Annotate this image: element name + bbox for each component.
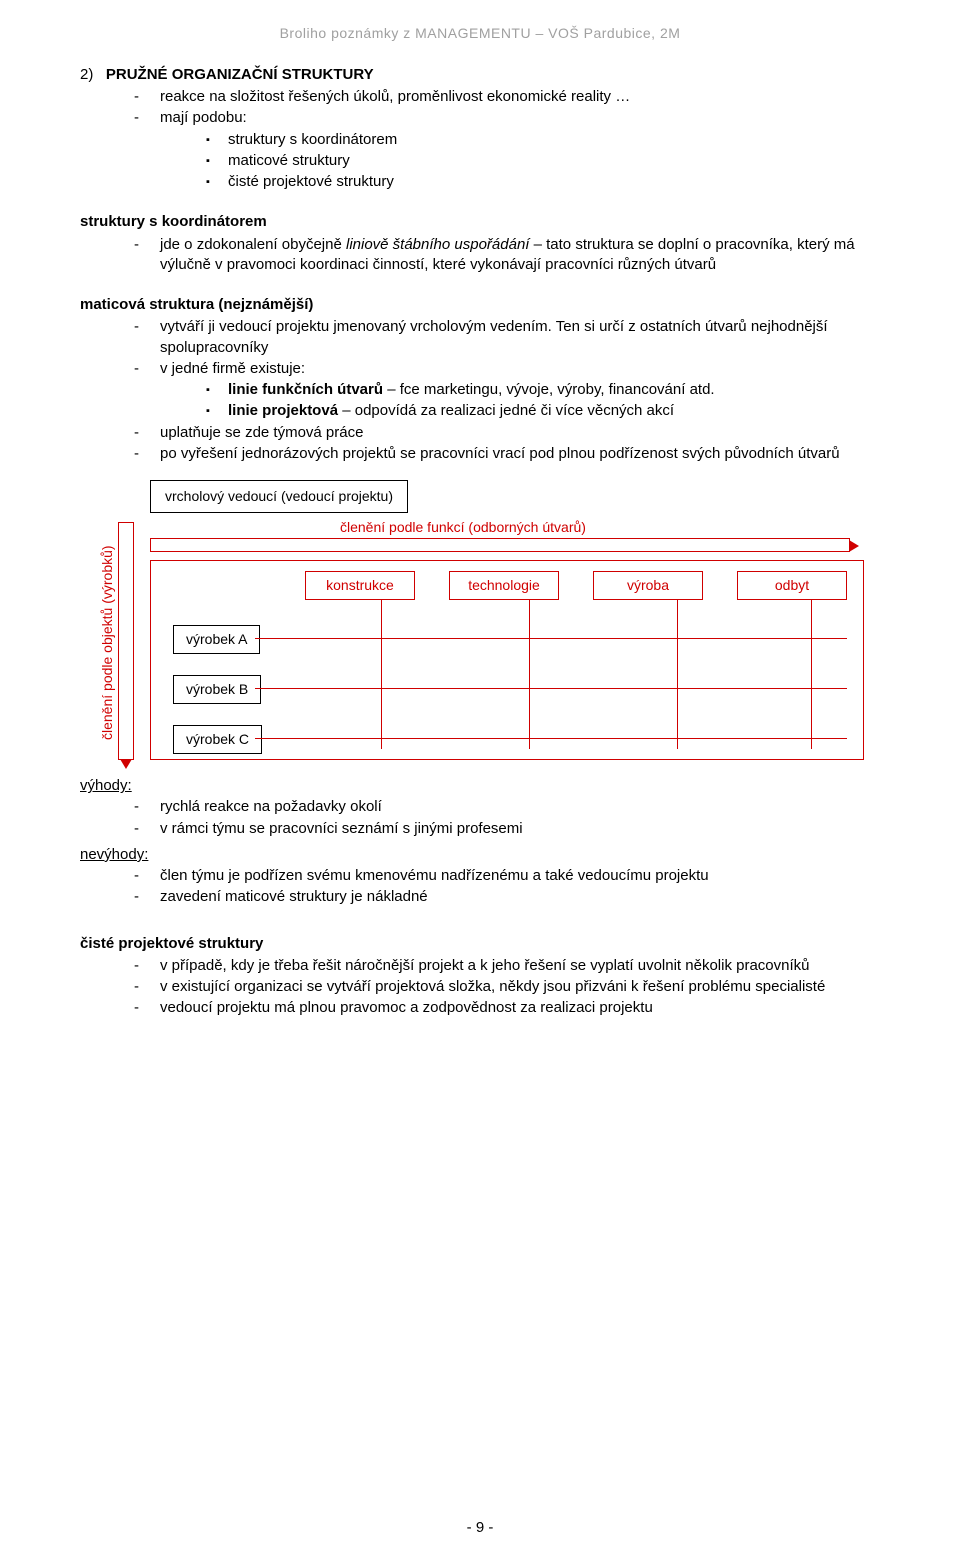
list-text: mají podobu: — [160, 109, 247, 126]
text: – odpovídá za realizaci jedné či více vě… — [338, 402, 674, 419]
col-header: konstrukce — [305, 571, 415, 600]
vyhody-block: výhody: rychlá reakce na požadavky okolí… — [80, 776, 880, 908]
row-header: výrobek C — [173, 725, 262, 754]
bold: linie funkčních útvarů — [228, 381, 383, 398]
row-line — [255, 688, 847, 689]
text-italic: liniově štábního uspořádání — [346, 236, 529, 253]
vertical-axis-label: členění podle objektů (výrobků) — [98, 546, 117, 741]
list-item: rychlá reakce na požadavky okolí — [134, 797, 880, 817]
sublist: struktury s koordinátorem maticové struk… — [160, 130, 880, 193]
page-number: - 9 - — [0, 1518, 960, 1538]
list-item: mají podobu: struktury s koordinátorem m… — [134, 108, 880, 192]
koord-list: jde o zdokonalení obyčejně liniově štábn… — [80, 235, 880, 276]
label-nevyhody: nevýhody: — [80, 845, 880, 865]
col-line — [381, 599, 382, 749]
list-item: linie funkčních útvarů – fce marketingu,… — [206, 380, 880, 400]
list-item: zavedení maticové struktury je nákladné — [134, 887, 880, 907]
list-text: v jedné firmě existuje: — [160, 360, 305, 377]
list-item: jde o zdokonalení obyčejně liniově štábn… — [134, 235, 880, 276]
row-header: výrobek B — [173, 675, 261, 704]
bold: linie projektová — [228, 402, 338, 419]
list-item: struktury s koordinátorem — [206, 130, 880, 150]
list-item: linie projektová – odpovídá za realizaci… — [206, 401, 880, 421]
list-item: v případě, kdy je třeba řešit náročnější… — [134, 956, 880, 976]
list-item: reakce na složitost řešených úkolů, prom… — [134, 87, 880, 107]
top-box: vrcholový vedoucí (vedoucí projektu) — [150, 480, 408, 513]
list-item: v existující organizaci se vytváří proje… — [134, 977, 880, 997]
vertical-arrow — [118, 522, 134, 760]
list-item: člen týmu je podřízen svému kmenovému na… — [134, 866, 880, 886]
list-item: v rámci týmu se pracovníci seznámí s jin… — [134, 819, 880, 839]
list-item: po vyřešení jednorázových projektů se pr… — [134, 444, 880, 464]
subhead-ciste: čisté projektové struktury — [80, 934, 880, 954]
column-headers: konstrukce technologie výroba odbyt — [151, 571, 863, 600]
list-item: uplatňuje se zde týmová práce — [134, 423, 880, 443]
horizontal-arrow — [150, 538, 850, 552]
section-2-list: reakce na složitost řešených úkolů, prom… — [80, 87, 880, 192]
section-name: PRUŽNÉ ORGANIZAČNÍ STRUKTURY — [106, 66, 374, 83]
section-2-title: 2) PRUŽNÉ ORGANIZAČNÍ STRUKTURY — [80, 65, 880, 85]
text: – fce marketingu, vývoje, výroby, financ… — [383, 381, 715, 398]
text: jde o zdokonalení obyčejně — [160, 236, 346, 253]
list-item: vedoucí projektu má plnou pravomoc a zod… — [134, 998, 880, 1018]
matrix-diagram: členění podle objektů (výrobků) vrcholov… — [80, 480, 880, 770]
col-header: výroba — [593, 571, 703, 600]
list-item: čisté projektové struktury — [206, 172, 880, 192]
row-line — [255, 738, 847, 739]
row-header: výrobek A — [173, 625, 260, 654]
vyhody-list: rychlá reakce na požadavky okolí v rámci… — [80, 797, 880, 839]
col-line — [529, 599, 530, 749]
list-item: v jedné firmě existuje: linie funkčních … — [134, 359, 880, 422]
list-item: maticové struktury — [206, 151, 880, 171]
matic-list: vytváří ji vedoucí projektu jmenovaný vr… — [80, 317, 880, 464]
horizontal-axis-label: členění podle funkcí (odborných útvarů) — [340, 518, 586, 537]
subhead-maticova: maticová struktura (nejznámější) — [80, 295, 880, 315]
section-number: 2) — [80, 66, 93, 83]
col-header: odbyt — [737, 571, 847, 600]
page-header: Broliho poznámky z MANAGEMENTU – VOŠ Par… — [80, 24, 880, 43]
matrix-frame: konstrukce technologie výroba odbyt výro… — [150, 560, 864, 760]
sublist: linie funkčních útvarů – fce marketingu,… — [160, 380, 880, 422]
col-line — [811, 599, 812, 749]
page: Broliho poznámky z MANAGEMENTU – VOŠ Par… — [0, 0, 960, 1564]
row-line — [255, 638, 847, 639]
ciste-list: v případě, kdy je třeba řešit náročnější… — [80, 956, 880, 1019]
label-vyhody: výhody: — [80, 776, 880, 796]
subhead-koordinator: struktury s koordinátorem — [80, 212, 880, 232]
list-item: vytváří ji vedoucí projektu jmenovaný vr… — [134, 317, 880, 358]
nevyhody-list: člen týmu je podřízen svému kmenovému na… — [80, 866, 880, 908]
col-line — [677, 599, 678, 749]
col-header: technologie — [449, 571, 559, 600]
